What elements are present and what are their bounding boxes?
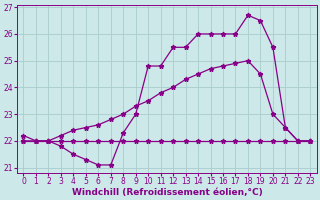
X-axis label: Windchill (Refroidissement éolien,°C): Windchill (Refroidissement éolien,°C) [72,188,262,197]
